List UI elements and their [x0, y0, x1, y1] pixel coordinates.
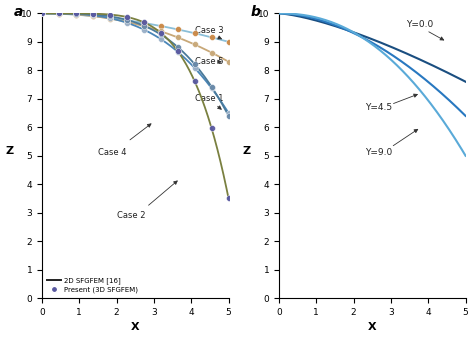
Point — [157, 37, 164, 42]
Point — [191, 78, 199, 84]
Point — [38, 11, 46, 16]
Point — [140, 20, 147, 25]
Point — [191, 30, 199, 36]
Point — [191, 65, 199, 71]
Text: Case 5: Case 5 — [195, 57, 223, 66]
Point — [140, 23, 147, 28]
Point — [38, 11, 46, 16]
Text: Y=4.5: Y=4.5 — [365, 103, 392, 112]
Point — [123, 18, 130, 23]
Point — [140, 23, 147, 29]
Point — [89, 12, 97, 17]
Text: Case 1: Case 1 — [195, 94, 223, 103]
Point — [208, 126, 215, 131]
Point — [208, 35, 215, 40]
Point — [55, 11, 63, 16]
Point — [157, 29, 164, 34]
Point — [140, 27, 147, 32]
Point — [191, 42, 199, 47]
Y-axis label: Z: Z — [6, 146, 14, 156]
Point — [38, 11, 46, 16]
Point — [123, 19, 130, 25]
Point — [208, 50, 215, 55]
Point — [106, 14, 114, 19]
Text: Case 2: Case 2 — [117, 211, 145, 220]
Point — [106, 16, 114, 21]
Text: Case 4: Case 4 — [98, 148, 127, 158]
Point — [55, 11, 63, 16]
Point — [123, 17, 130, 23]
Point — [174, 48, 182, 54]
Point — [225, 196, 232, 201]
Point — [106, 16, 114, 21]
Y-axis label: Z: Z — [243, 146, 251, 156]
Point — [123, 20, 130, 25]
Point — [89, 14, 97, 19]
Point — [106, 12, 114, 17]
Point — [55, 11, 63, 17]
Point — [89, 13, 97, 18]
Point — [38, 11, 46, 16]
Point — [225, 39, 232, 45]
Point — [106, 15, 114, 21]
Text: a: a — [14, 5, 23, 19]
Point — [72, 11, 80, 17]
Point — [191, 62, 199, 67]
Text: Y=0.0: Y=0.0 — [406, 20, 433, 29]
Point — [89, 11, 97, 16]
Legend: 2D SFGFEM [16], Present (3D SFGFEM): 2D SFGFEM [16], Present (3D SFGFEM) — [46, 276, 139, 295]
Point — [157, 32, 164, 37]
Point — [225, 59, 232, 65]
Point — [174, 35, 182, 40]
Point — [140, 20, 147, 26]
Point — [225, 113, 232, 119]
Point — [157, 23, 164, 29]
Point — [174, 49, 182, 54]
Point — [89, 14, 97, 19]
Point — [123, 14, 130, 20]
X-axis label: X: X — [131, 322, 139, 333]
Point — [208, 86, 215, 91]
Text: Y=9.0: Y=9.0 — [365, 148, 392, 158]
Point — [38, 11, 46, 16]
Text: Case 3: Case 3 — [195, 26, 224, 35]
Point — [157, 30, 164, 35]
Point — [208, 84, 215, 90]
Point — [72, 11, 80, 16]
Point — [55, 11, 63, 16]
Point — [55, 11, 63, 16]
Point — [174, 27, 182, 32]
Point — [174, 44, 182, 50]
Point — [72, 12, 80, 17]
Point — [225, 110, 232, 116]
Text: b: b — [251, 5, 261, 19]
Point — [72, 11, 80, 16]
Point — [72, 12, 80, 17]
X-axis label: X: X — [368, 322, 376, 333]
